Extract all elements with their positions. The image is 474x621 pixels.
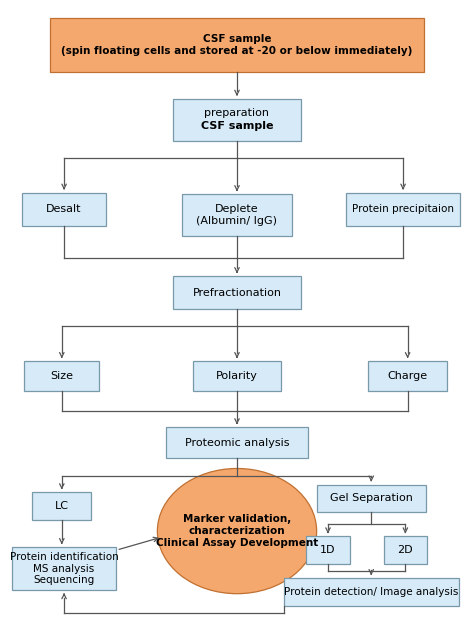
Text: Polarity: Polarity: [216, 371, 258, 381]
Text: CSF sample: CSF sample: [201, 121, 273, 131]
Text: Protein detection/ Image analysis: Protein detection/ Image analysis: [284, 587, 458, 597]
FancyBboxPatch shape: [346, 193, 460, 225]
Text: Charge: Charge: [388, 371, 428, 381]
Text: Prefractionation: Prefractionation: [192, 288, 282, 297]
Text: CSF sample
(spin floating cells and stored at -20 or below immediately): CSF sample (spin floating cells and stor…: [61, 34, 413, 56]
Text: Proteomic analysis: Proteomic analysis: [185, 438, 289, 448]
Text: Gel Separation: Gel Separation: [330, 493, 413, 503]
Text: LC: LC: [55, 501, 69, 511]
Text: Size: Size: [50, 371, 73, 381]
FancyBboxPatch shape: [24, 361, 100, 391]
FancyBboxPatch shape: [192, 361, 282, 391]
FancyBboxPatch shape: [182, 194, 292, 236]
Text: Protein precipitaion: Protein precipitaion: [352, 204, 454, 214]
Text: preparation: preparation: [204, 108, 270, 118]
FancyBboxPatch shape: [12, 547, 117, 590]
FancyBboxPatch shape: [306, 537, 350, 564]
FancyBboxPatch shape: [173, 276, 301, 309]
Text: 1D: 1D: [320, 545, 336, 555]
Text: Marker validation,
characterization
Clinical Assay Development: Marker validation, characterization Clin…: [156, 514, 318, 548]
FancyBboxPatch shape: [22, 193, 106, 225]
FancyBboxPatch shape: [384, 537, 427, 564]
FancyBboxPatch shape: [50, 19, 424, 72]
FancyBboxPatch shape: [283, 578, 459, 605]
FancyBboxPatch shape: [166, 427, 308, 458]
Text: 2D: 2D: [398, 545, 413, 555]
FancyBboxPatch shape: [368, 361, 447, 391]
FancyBboxPatch shape: [317, 484, 426, 512]
Text: Deplete
(Albumin/ IgG): Deplete (Albumin/ IgG): [197, 204, 277, 226]
Text: Desalt: Desalt: [46, 204, 82, 214]
Text: Protein identification
MS analysis
Sequencing: Protein identification MS analysis Seque…: [9, 552, 119, 585]
FancyBboxPatch shape: [32, 492, 91, 520]
FancyBboxPatch shape: [173, 99, 301, 140]
Ellipse shape: [157, 468, 317, 594]
